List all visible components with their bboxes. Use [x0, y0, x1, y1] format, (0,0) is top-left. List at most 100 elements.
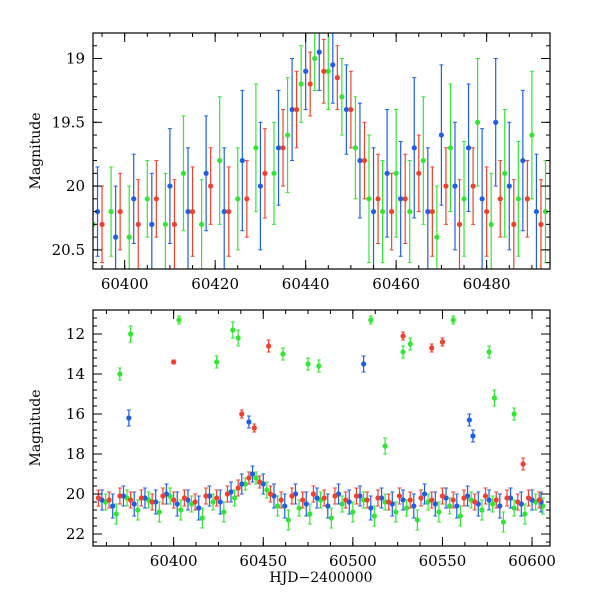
point-marker	[522, 511, 528, 517]
point-marker	[303, 68, 309, 74]
data-point	[343, 64, 349, 155]
x-tick-label: 60440	[282, 275, 330, 293]
data-point	[502, 109, 508, 238]
data-point	[203, 115, 209, 232]
data-point	[352, 96, 359, 200]
data-point	[382, 493, 388, 511]
point-marker	[370, 208, 377, 215]
point-marker	[450, 497, 456, 503]
point-marker	[488, 221, 494, 227]
point-marker	[434, 234, 440, 240]
point-marker	[404, 505, 410, 511]
data-point	[429, 491, 435, 509]
point-marker	[368, 505, 374, 511]
data-point	[515, 493, 521, 511]
data-point	[289, 58, 295, 162]
point-marker	[303, 501, 309, 507]
data-point	[267, 485, 274, 503]
data-point	[500, 511, 507, 533]
point-marker	[94, 208, 101, 215]
point-marker	[357, 157, 363, 164]
data-point	[305, 357, 311, 371]
data-point	[382, 437, 388, 455]
point-marker	[490, 501, 496, 507]
point-marker	[402, 196, 408, 202]
data-point	[418, 489, 424, 507]
point-marker	[314, 495, 320, 501]
data-point	[185, 147, 191, 269]
point-marker	[160, 493, 166, 499]
data-point	[479, 128, 485, 269]
point-marker	[144, 196, 150, 202]
data-point	[407, 160, 413, 264]
data-point	[298, 45, 304, 123]
point-marker	[113, 234, 119, 240]
data-point	[239, 473, 245, 495]
point-marker	[382, 443, 388, 449]
data-point	[316, 359, 322, 373]
data-point	[160, 487, 166, 505]
data-point	[407, 337, 413, 351]
point-marker	[400, 333, 406, 339]
data-point	[303, 33, 309, 111]
data-point	[149, 172, 155, 269]
point-marker	[221, 208, 227, 215]
point-marker	[482, 493, 489, 499]
point-marker	[214, 359, 220, 365]
point-marker	[217, 499, 223, 505]
point-marker	[339, 94, 345, 100]
point-marker	[375, 495, 381, 501]
point-marker	[450, 317, 456, 323]
bottom-frame	[92, 309, 551, 547]
point-marker	[368, 317, 374, 323]
point-marker	[321, 68, 327, 74]
data-point	[312, 33, 318, 91]
data-point	[343, 491, 349, 509]
data-point	[379, 160, 386, 264]
point-marker	[284, 132, 291, 138]
point-marker	[95, 495, 101, 501]
point-marker	[325, 503, 331, 509]
point-marker	[330, 62, 336, 68]
point-marker	[174, 501, 180, 507]
data-point	[167, 128, 173, 244]
data-point	[432, 491, 438, 517]
point-marker	[418, 495, 424, 501]
point-marker	[153, 196, 159, 202]
data-point	[120, 485, 127, 507]
point-marker	[470, 183, 476, 189]
point-marker	[339, 501, 345, 507]
point-marker	[239, 157, 245, 164]
data-point	[335, 483, 342, 505]
data-point	[398, 140, 404, 257]
point-marker	[466, 417, 472, 423]
point-marker	[429, 497, 435, 503]
data-point	[450, 315, 456, 325]
point-marker	[520, 461, 526, 467]
data-point	[350, 501, 356, 523]
data-point	[117, 172, 123, 251]
point-marker	[274, 503, 281, 509]
data-point	[484, 166, 490, 257]
data-point	[475, 491, 481, 517]
data-point	[176, 315, 182, 325]
point-marker	[135, 507, 141, 513]
data-point	[452, 121, 458, 251]
data-point	[289, 487, 295, 505]
data-point	[472, 493, 478, 511]
data-point	[364, 491, 370, 509]
data-point	[361, 491, 367, 509]
data-point	[357, 485, 363, 507]
data-point	[246, 415, 252, 429]
point-marker	[461, 196, 467, 202]
data-point	[196, 495, 202, 521]
data-point	[370, 147, 377, 269]
data-point	[429, 166, 435, 257]
point-marker	[117, 493, 123, 499]
point-marker	[497, 503, 503, 509]
top-frame	[92, 32, 551, 270]
point-marker	[500, 519, 507, 525]
point-marker	[208, 183, 214, 189]
point-marker	[242, 481, 248, 487]
data-point	[506, 121, 512, 251]
